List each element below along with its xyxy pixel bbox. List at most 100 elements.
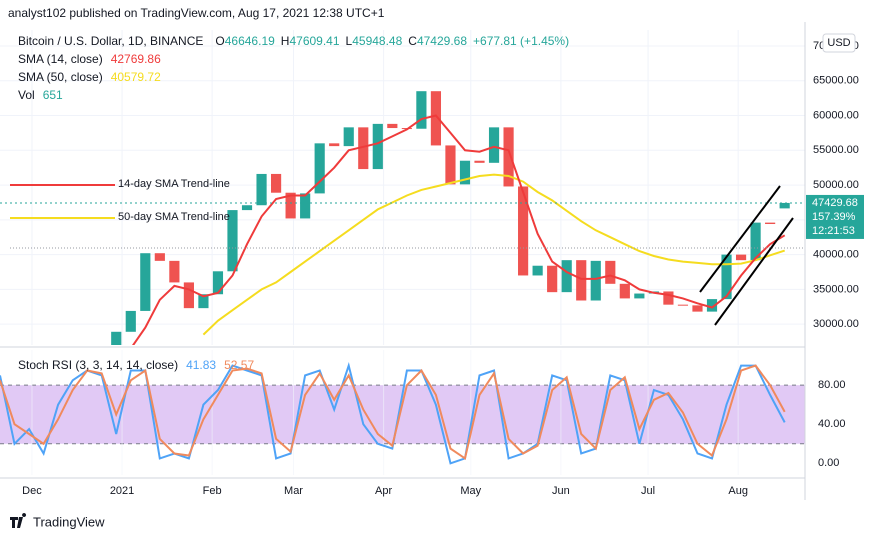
candle [300, 193, 311, 219]
candle [459, 160, 471, 185]
x-tick-label: Jun [552, 485, 570, 497]
legend-text: C [408, 34, 417, 48]
candle [547, 265, 558, 293]
candle [619, 283, 630, 299]
legend-title: Stoch RSI (3, 3, 14, 14, close) 41.83 52.5… [18, 358, 254, 372]
price-change: 157.39% [812, 211, 856, 223]
candle [735, 254, 747, 261]
price-axis [805, 22, 882, 500]
legend-entry: SMA (14, close) 42769.86 [18, 52, 161, 66]
y-tick-label: 30000.00 [813, 318, 859, 330]
candle [372, 123, 383, 170]
currency-button[interactable] [822, 33, 856, 53]
candle [198, 294, 209, 309]
legend-text: +677.81 (+1.45%) [473, 34, 569, 48]
logo [10, 513, 27, 528]
candle [779, 202, 790, 209]
candle [212, 271, 224, 295]
y-tick-label: 0.00 [818, 457, 839, 469]
currency: USD [827, 37, 850, 49]
legend-text: 46646.19 [225, 34, 275, 48]
candle [241, 205, 253, 211]
y-tick-label: 55000.00 [813, 144, 859, 156]
legend-text: 651 [43, 88, 63, 102]
y-tick-label: 80.00 [818, 379, 846, 391]
candle [576, 260, 587, 301]
candle [183, 282, 194, 309]
candle [387, 123, 398, 129]
candle [358, 127, 369, 170]
x-tick-label: Apr [375, 485, 392, 497]
candle [256, 173, 267, 206]
candle [430, 91, 442, 146]
price-box [806, 194, 864, 239]
y-tick-label: 50000.00 [813, 179, 859, 191]
x-tick-label: Jul [641, 485, 655, 497]
candle [503, 127, 514, 187]
candle [416, 91, 427, 129]
candle [488, 127, 500, 163]
legend-text: 45948.48 [352, 34, 402, 48]
candle [314, 143, 325, 194]
trend-line-label: 14-day SMA Trend-line [118, 178, 230, 190]
candle [634, 293, 645, 299]
legend-text: 40579.72 [111, 70, 161, 84]
trend-line-label: 50-day SMA Trend-line [118, 211, 230, 223]
price-label: 47429.68 [812, 197, 858, 209]
x-tick-label: May [460, 485, 481, 497]
candle [721, 254, 732, 300]
legend-text: SMA (14, close) [18, 52, 103, 66]
candle [750, 222, 761, 261]
candle [154, 253, 165, 261]
candle [518, 186, 529, 276]
candle [663, 291, 674, 305]
candle [343, 127, 354, 147]
channel-line [699, 185, 781, 293]
header: analyst102 published on TradingView.com,… [8, 6, 385, 20]
x-tick-label: Feb [203, 485, 222, 497]
candle [474, 160, 485, 163]
y-tick-label: 40000.00 [813, 249, 859, 261]
series-line [0, 361, 786, 465]
candle [140, 253, 151, 311]
legend-title: Bitcoin / U.S. Dollar, 1D, BINANCE O46646… [18, 34, 569, 48]
legend-text: 52.57 [224, 358, 254, 372]
candle [111, 331, 122, 345]
candle [169, 260, 180, 283]
series-line [202, 173, 786, 336]
candle [270, 173, 282, 193]
candle [445, 145, 456, 185]
candle [605, 260, 616, 284]
legend-entry: Vol 651 [18, 88, 63, 102]
y-tick-label: 60000.00 [813, 109, 859, 121]
candle [227, 210, 238, 272]
channel-line [714, 217, 794, 326]
legend-text: 42769.86 [111, 52, 161, 66]
series-line [0, 364, 786, 461]
candle [677, 304, 689, 306]
legend-text: O [215, 34, 224, 48]
legend-text: Bitcoin / U.S. Dollar, 1D, BINANCE [18, 34, 203, 48]
legend-text: SMA (50, close) [18, 70, 103, 84]
y-tick-label: 35000.00 [813, 283, 859, 295]
x-tick-label: Mar [284, 485, 303, 497]
candle [765, 222, 776, 225]
candle [706, 299, 718, 312]
legend-text: Vol [18, 88, 35, 102]
candle [329, 143, 340, 147]
candle [125, 310, 136, 332]
legend-text: H [281, 34, 290, 48]
countdown: 12:21:53 [812, 225, 855, 237]
legend-text: Stoch RSI (3, 3, 14, 14, close) [18, 358, 178, 372]
candle [285, 192, 296, 219]
y-tick-label: 40.00 [818, 418, 846, 430]
y-tick-label: 65000.00 [813, 75, 859, 87]
series-line [132, 114, 786, 345]
legend-text: L [346, 34, 353, 48]
candle [561, 260, 572, 293]
footer: TradingView [33, 514, 105, 529]
legend-entry: SMA (50, close) 40579.72 [18, 70, 161, 84]
legend-text: 47429.68 [417, 34, 467, 48]
